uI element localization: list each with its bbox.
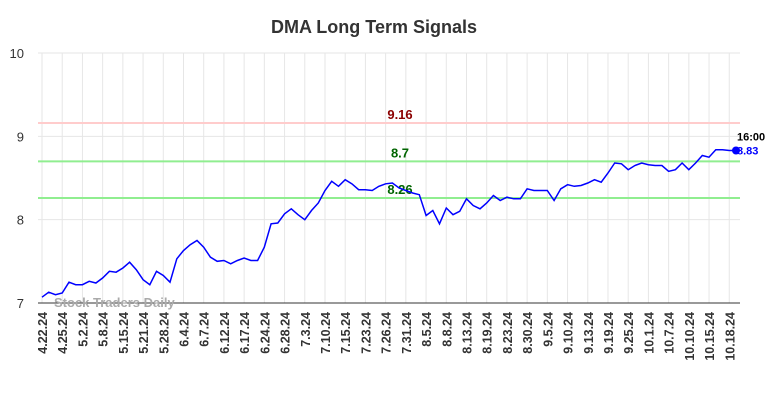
x-tick-label: 9.19.24: [602, 312, 616, 354]
watermark: Stock Traders Daily: [54, 295, 175, 310]
x-tick-label: 8.23.24: [501, 312, 515, 354]
signal-label: 9.16: [387, 107, 412, 122]
x-tick-label: 10.10.24: [683, 312, 697, 361]
y-tick-label: 7: [17, 296, 24, 311]
chart-title: DMA Long Term Signals: [271, 17, 477, 37]
x-tick-label: 8.30.24: [521, 312, 535, 354]
x-tick-label: 7.31.24: [400, 312, 414, 354]
x-tick-label: 7.3.24: [299, 312, 313, 347]
x-tick-label: 4.22.24: [36, 312, 50, 354]
x-tick-label: 6.12.24: [218, 312, 232, 354]
x-tick-label: 8.19.24: [481, 312, 495, 354]
x-tick-label: 10.7.24: [663, 312, 677, 354]
x-tick-label: 8.8.24: [440, 312, 454, 347]
x-tick-label: 8.13.24: [460, 312, 474, 354]
y-tick-label: 8: [17, 213, 24, 228]
x-tick-label: 5.15.24: [117, 312, 131, 354]
x-tick-label: 10.15.24: [703, 312, 717, 361]
x-tick-label: 10.18.24: [723, 312, 737, 361]
last-value: 8.83: [737, 146, 758, 158]
x-tick-label: 4.25.24: [56, 312, 70, 354]
x-tick-label: 6.28.24: [279, 312, 293, 354]
x-tick-label: 7.26.24: [380, 312, 394, 354]
x-tick-label: 7.10.24: [319, 312, 333, 354]
x-tick-label: 9.13.24: [582, 312, 596, 354]
x-tick-label: 6.4.24: [177, 312, 191, 347]
x-tick-label: 6.17.24: [238, 312, 252, 354]
x-tick-label: 5.2.24: [76, 312, 90, 347]
x-tick-label: 6.7.24: [198, 312, 212, 347]
x-tick-label: 5.21.24: [137, 312, 151, 354]
y-tick-label: 10: [10, 46, 24, 61]
signal-label: 8.7: [391, 145, 409, 160]
x-tick-label: 5.28.24: [157, 312, 171, 354]
y-tick-label: 9: [17, 129, 24, 144]
x-tick-label: 10.1.24: [642, 312, 656, 354]
x-tick-label: 7.15.24: [339, 312, 353, 354]
price-line: [41, 148, 736, 298]
x-tick-label: 9.5.24: [541, 312, 555, 347]
last-point: [732, 146, 740, 155]
x-tick-label: 5.8.24: [97, 312, 111, 347]
x-tick-label: 9.10.24: [562, 312, 576, 354]
x-tick-label: 8.5.24: [420, 312, 434, 347]
x-tick-label: 6.24.24: [258, 312, 272, 354]
x-tick-label: 7.23.24: [359, 312, 373, 354]
x-tick-label: 9.25.24: [622, 312, 636, 354]
signal-label: 8.26: [387, 182, 412, 197]
last-time: 16:00: [737, 132, 765, 144]
